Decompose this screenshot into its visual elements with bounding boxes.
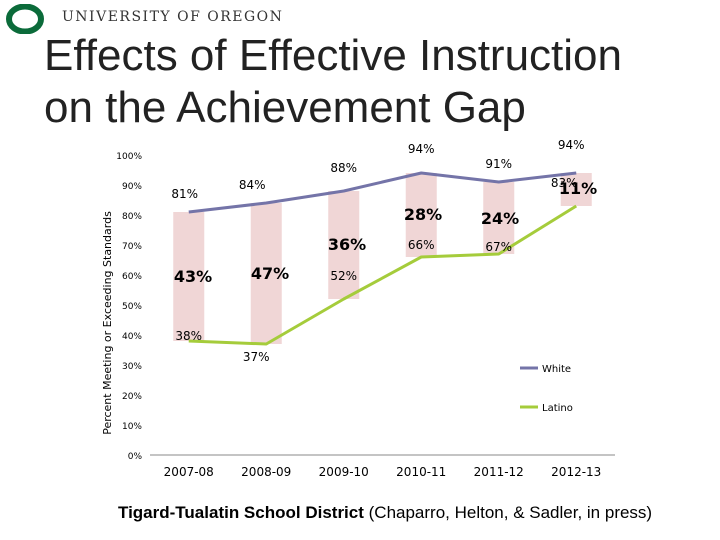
white-data-label: 84% bbox=[239, 178, 266, 192]
y-tick-label: 90% bbox=[122, 182, 142, 192]
citation-text: (Chaparro, Helton, & Sadler, in press) bbox=[363, 503, 653, 522]
y-axis-label: Percent Meeting or Exceeding Standards bbox=[101, 211, 114, 435]
y-tick-label: 70% bbox=[122, 242, 142, 252]
gap-label: 36% bbox=[328, 235, 366, 254]
x-tick-label: 2011-12 bbox=[474, 465, 524, 479]
x-tick-label: 2012-13 bbox=[551, 465, 601, 479]
title-line-2: on the Achievement Gap bbox=[44, 83, 526, 132]
white-data-label: 88% bbox=[330, 161, 357, 175]
gap-bar bbox=[173, 212, 205, 341]
gap-label: 47% bbox=[251, 264, 289, 283]
latino-data-label: 37% bbox=[243, 350, 270, 364]
latino-data-label: 52% bbox=[330, 269, 357, 283]
footer-citation: Tigard-Tualatin School District (Chaparr… bbox=[118, 503, 652, 523]
white-data-label: 94% bbox=[558, 138, 585, 152]
gap-bar bbox=[560, 173, 592, 206]
header-bar: UNIVERSITY OF OREGON bbox=[0, 0, 720, 40]
white-data-label: 81% bbox=[171, 187, 198, 201]
y-tick-label: 50% bbox=[122, 302, 142, 312]
legend-white-label: White bbox=[542, 364, 571, 375]
gap-bar bbox=[405, 173, 437, 257]
y-tick-label: 40% bbox=[122, 332, 142, 342]
x-tick-label: 2009-10 bbox=[319, 465, 369, 479]
y-tick-label: 20% bbox=[122, 392, 142, 402]
latino-series-line bbox=[188, 204, 578, 346]
white-data-label: 91% bbox=[485, 157, 512, 171]
latino-data-label: 67% bbox=[485, 240, 512, 254]
university-name: UNIVERSITY OF OREGON bbox=[62, 9, 284, 25]
gap-label: 24% bbox=[481, 209, 519, 228]
y-tick-label: 0% bbox=[128, 452, 143, 462]
y-tick-label: 100% bbox=[116, 152, 142, 162]
white-series-line bbox=[188, 171, 577, 214]
district-name: Tigard-Tualatin School District bbox=[118, 503, 364, 522]
gap-label: 11% bbox=[559, 179, 597, 198]
o-logo-icon bbox=[6, 4, 44, 34]
latino-data-label: 66% bbox=[408, 238, 435, 252]
page-title: Effects of Effective Instruction on the … bbox=[44, 30, 684, 134]
legend-latino-label: Latino bbox=[542, 403, 573, 414]
y-tick-label: 30% bbox=[122, 362, 142, 372]
gap-bar bbox=[328, 191, 360, 299]
latino-data-label: 38% bbox=[175, 329, 202, 343]
white-data-label: 94% bbox=[408, 142, 435, 156]
x-tick-label: 2007-08 bbox=[164, 465, 214, 479]
achievement-gap-chart: 0% 10% 20% 30% 40% 50% 60% 70% 80% 90% 100% Percent… bbox=[101, 138, 615, 479]
gap-bar bbox=[250, 203, 282, 344]
x-tick-label: 2010-11 bbox=[396, 465, 446, 479]
y-tick-label: 80% bbox=[122, 212, 142, 222]
y-tick-label: 60% bbox=[122, 272, 142, 282]
y-tick-label: 10% bbox=[122, 422, 142, 432]
title-line-1: Effects of Effective Instruction bbox=[44, 31, 622, 80]
gap-bar bbox=[483, 182, 515, 254]
gap-label: 43% bbox=[174, 267, 212, 286]
x-tick-label: 2008-09 bbox=[241, 465, 291, 479]
latino-data-label: 83% bbox=[551, 176, 578, 190]
gap-label: 28% bbox=[404, 205, 442, 224]
